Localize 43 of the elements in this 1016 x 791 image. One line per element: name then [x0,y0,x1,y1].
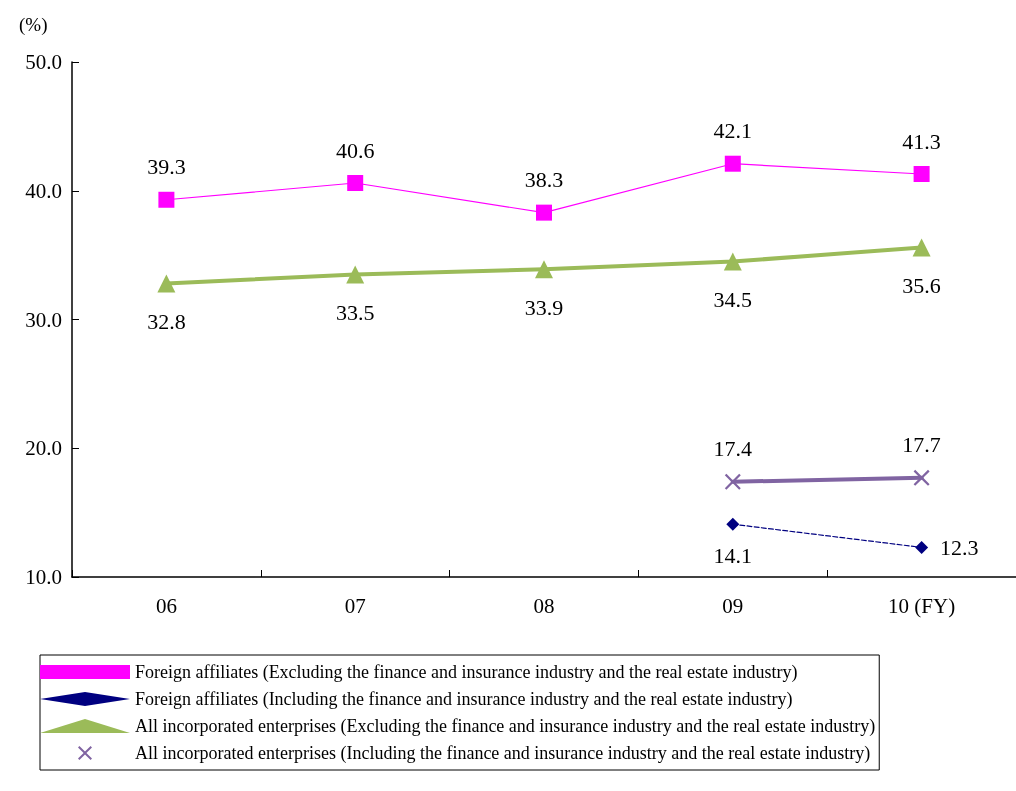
data-label: 33.9 [524,294,564,320]
y-tick-label: 50.0 [25,50,62,74]
data-label: 17.7 [902,432,941,458]
data-label: 14.1 [713,543,753,569]
data-label: 41.3 [902,128,941,154]
y-tick-label: 20.0 [25,436,62,461]
data-label: 40.6 [335,137,375,163]
y-tick-label: 10.0 [25,565,62,589]
point [912,238,931,257]
legend-label: Foreign affiliates (Excluding the finance and insurance industry and the real estate industry) [135,662,798,683]
data-label: 17.4 [713,436,753,462]
y-tick-label: 30.0 [25,307,62,332]
point [724,155,741,172]
point [913,469,930,486]
legend-label: Foreign affiliates (Including the finance and insurance industry and the real estate industry) [135,689,793,710]
point [723,252,742,271]
data-label: 32.8 [147,308,186,334]
data-label: 39.3 [147,154,186,180]
x-tick-label: 09 [722,593,744,618]
x-tick-label: 10 (FY) [888,593,956,618]
point [726,517,740,531]
point [157,274,176,293]
point [915,540,929,554]
data-label: 38.3 [524,167,564,193]
data-label: 42.1 [713,118,753,144]
x-tick-label: 08 [533,593,555,618]
point [347,175,364,192]
point [913,166,930,183]
legend-label: All incorporated enterprises (Including the finance and insurance industry and the real estate industry) [135,743,871,764]
point [536,204,552,221]
point [535,260,553,279]
data-label: 12.3 [940,534,979,560]
data-label: 34.5 [713,287,753,313]
data-label: 33.5 [335,299,375,325]
x-tick-label: 06 [155,593,177,618]
point [346,265,365,284]
y-tick-label: 40.0 [25,178,62,203]
x-tick-label: 07 [344,593,366,618]
y-axis-title: (%) [19,14,48,36]
point [724,473,741,490]
legend-label: All incorporated enterprises (Excluding the finance and insurance industry and the real estate industry) [135,716,876,737]
point [158,191,175,208]
data-label: 35.6 [902,272,941,298]
